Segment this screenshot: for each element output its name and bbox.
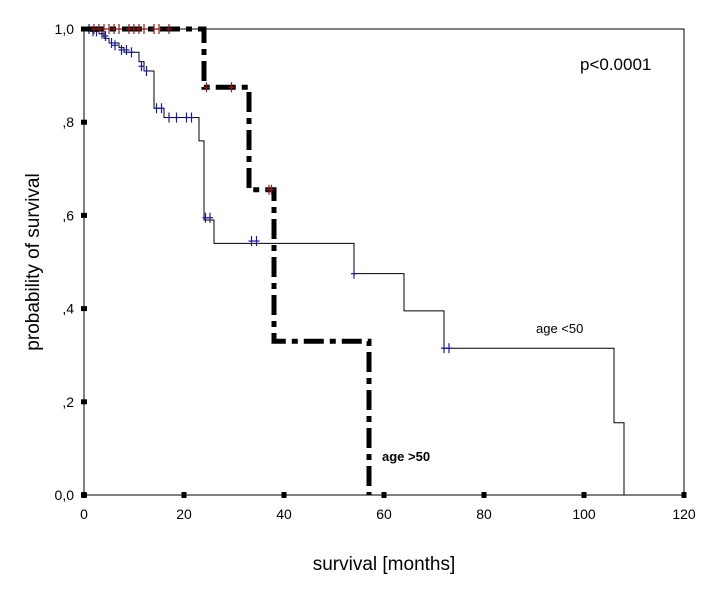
series-label-age-under-50: age <50 [536,321,583,336]
y-tick-label: ,8 [62,114,74,130]
plot-frame [83,28,685,496]
x-tick-label: 60 [376,506,392,522]
x-tick-mark [381,492,387,498]
y-tick-mark [81,492,87,498]
y-tick-mark [81,119,87,125]
x-tick-mark [681,492,687,498]
y-tick-label: 1,0 [55,21,75,37]
survival-curve-age-over-50 [84,26,372,495]
y-tick-mark [81,399,87,405]
x-tick-label: 40 [276,506,292,522]
y-tick-label: 0,0 [55,487,75,503]
y-tick-mark [81,306,87,312]
p-value-annotation: p<0.0001 [580,55,651,74]
x-tick-label: 100 [572,506,596,522]
x-tick-label: 20 [176,506,192,522]
x-tick-mark [281,492,287,498]
survival-curve-age-under-50 [84,28,625,495]
x-tick-label: 120 [672,506,696,522]
y-tick-label: ,4 [62,301,74,317]
y-axis-title: probability of survival [23,173,44,350]
axis-layer: 0 20 40 60 80 100 120 0,0 ,2 ,4 ,6 ,8 1,0 [55,21,696,522]
y-tick-mark [81,212,87,218]
y-tick-label: ,6 [62,207,74,223]
x-axis-title: survival [months] [313,554,456,575]
x-tick-mark [181,492,187,498]
x-tick-mark [481,492,487,498]
series-layer [84,24,625,495]
x-tick-label: 0 [80,506,88,522]
x-tick-label: 80 [476,506,492,522]
y-tick-label: ,2 [62,394,74,410]
x-tick-mark [581,492,587,498]
y-tick-mark [81,26,87,32]
series-label-age-over-50: age >50 [382,449,430,464]
